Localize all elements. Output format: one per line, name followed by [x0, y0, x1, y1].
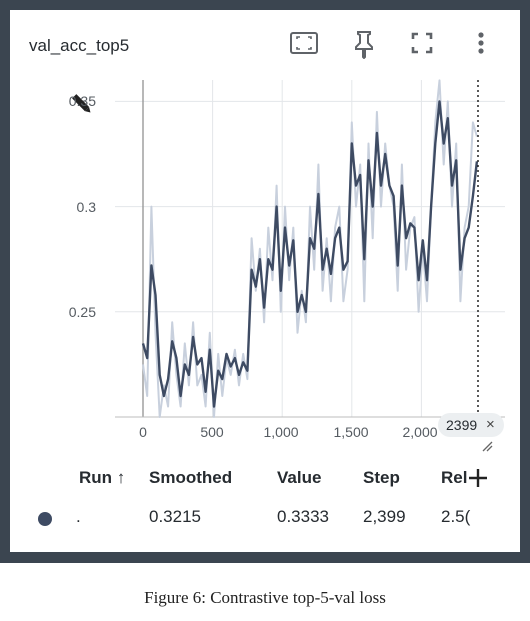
x-tick-label: 0: [139, 424, 147, 440]
smoothed-series-line: [141, 100, 479, 408]
x-tick-label: 1,000: [263, 424, 299, 440]
raw-value: 0.3333: [277, 507, 329, 526]
run-name: .: [76, 507, 81, 526]
smoothed-value: 0.3215: [149, 507, 201, 526]
edit-icon[interactable]: [72, 94, 93, 115]
hover-step-chip[interactable]: 2399 ×: [438, 413, 504, 437]
add-column-icon[interactable]: [466, 466, 490, 490]
x-tick-label: 2,000: [402, 424, 438, 440]
y-tick-label: 0.3: [76, 199, 96, 215]
column-header-smoothed[interactable]: Smoothed: [149, 468, 233, 487]
fit-domain-icon[interactable]: [288, 27, 320, 59]
column-header-run[interactable]: Run ↑: [79, 468, 126, 487]
column-header-step[interactable]: Step: [363, 468, 400, 487]
x-tick-label: 500: [200, 424, 224, 440]
relative-value: 2.5(: [441, 507, 471, 526]
step-value: 2,399: [363, 507, 406, 526]
column-header-value[interactable]: Value: [277, 468, 322, 487]
raw-series-line: [142, 79, 478, 418]
resize-handle-icon[interactable]: [481, 440, 493, 452]
column-header-relative[interactable]: Rel: [441, 468, 468, 487]
fullscreen-icon[interactable]: [406, 27, 438, 59]
y-tick-label: 0.25: [68, 304, 96, 320]
y-tick-label: 0.35: [68, 93, 96, 109]
pin-icon[interactable]: [348, 27, 380, 59]
run-color-swatch: [38, 512, 52, 526]
x-tick-label: 1,500: [333, 424, 369, 440]
close-icon[interactable]: ×: [486, 416, 495, 433]
more-vert-icon[interactable]: [465, 27, 497, 59]
hover-step-value: 2399: [446, 417, 478, 433]
figure-caption: Figure 6: Contrastive top-5-val loss: [144, 588, 386, 607]
card-title: val_acc_top5: [29, 36, 130, 55]
line-chart[interactable]: [0, 0, 530, 460]
chart-series: [141, 79, 479, 418]
